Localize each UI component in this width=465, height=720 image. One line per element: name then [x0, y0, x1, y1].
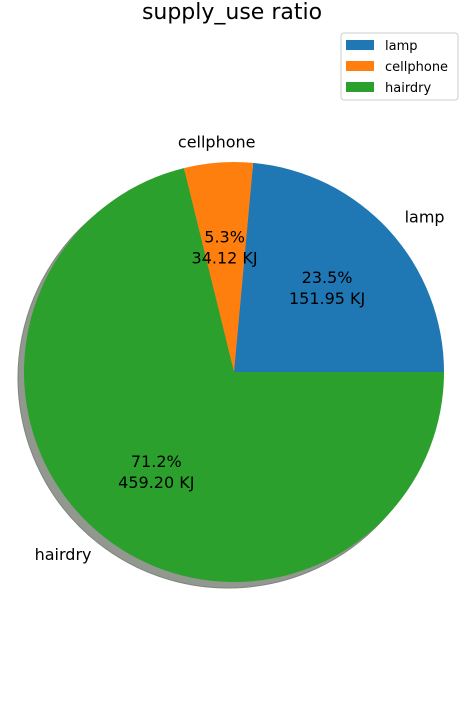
pie-slice-cellphone	[183, 162, 254, 372]
slice-value-label-cellphone: 34.12 KJ	[192, 248, 258, 267]
legend-label-hairdry: hairdry	[385, 81, 432, 96]
chart-title: supply_use ratio	[142, 0, 322, 25]
slice-value-label-lamp: 151.95 KJ	[289, 289, 365, 308]
legend-swatch-cellphone	[346, 61, 374, 71]
legend: lamp cellphone hairdry	[340, 32, 459, 101]
legend-label-lamp: lamp	[385, 39, 418, 54]
slice-value-label-hairdry: 459.20 KJ	[118, 473, 194, 492]
slice-category-label-hairdry: hairdry	[35, 545, 92, 564]
legend-swatch-hairdry	[346, 82, 374, 92]
slice-percent-label-lamp: 23.5%	[302, 268, 353, 287]
pie-slice-hairdry	[24, 168, 445, 582]
pie-slice-lamp	[234, 162, 444, 372]
slice-percent-label-hairdry: 71.2%	[131, 452, 182, 471]
slice-category-label-lamp: lamp	[405, 207, 445, 226]
pie-labels: lamp 23.5% 151.95 KJ cellphone 5.3% 34.12 KJ h…	[35, 133, 445, 564]
pie-slices	[24, 162, 445, 582]
slice-category-label-cellphone: cellphone	[178, 133, 256, 152]
slice-percent-label-cellphone: 5.3%	[204, 227, 245, 246]
legend-swatch-lamp	[346, 40, 374, 50]
legend-label-cellphone: cellphone	[385, 60, 448, 75]
